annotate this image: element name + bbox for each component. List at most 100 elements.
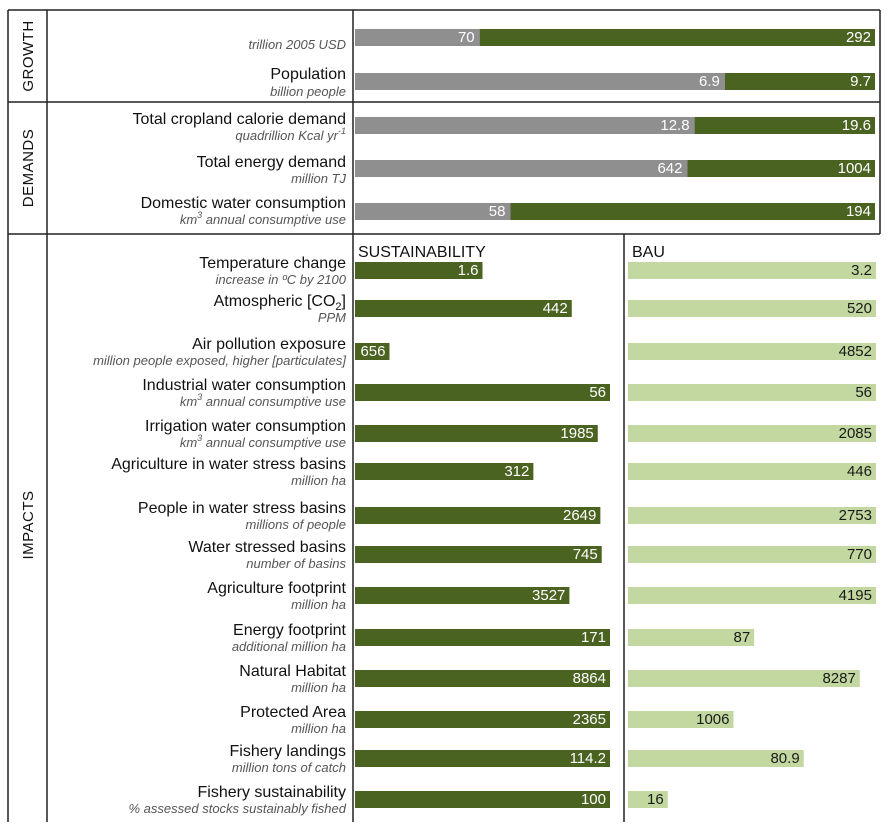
section-demands-label: DEMANDS [20, 129, 37, 208]
value-bau-impacts-8: 4195 [839, 587, 872, 604]
bar-sustainability-impacts-3 [355, 384, 610, 401]
bar-sustainability-impacts-5 [355, 463, 534, 480]
value-sustainability-impacts-7: 745 [573, 546, 598, 563]
bar-sustainability-impacts-9 [355, 629, 610, 646]
row-unit-impacts-7: number of basins [246, 556, 346, 571]
row-unit-impacts-12: million tons of catch [232, 760, 346, 775]
value-bau-impacts-6: 2753 [839, 507, 872, 524]
row-unit-impacts-6: millions of people [246, 517, 346, 532]
bar-current-growth-0 [355, 29, 480, 46]
row-label-impacts-10: Natural Habitat [239, 663, 346, 680]
row-label-growth-1: Population [270, 66, 346, 83]
value-bau-impacts-9: 87 [733, 629, 750, 646]
row-unit-impacts-2: million people exposed, higher [particul… [93, 353, 346, 368]
row-unit-impacts-11: million ha [291, 721, 346, 736]
row-label-impacts-2: Air pollution exposure [192, 336, 346, 353]
bar-current-demands-1 [355, 160, 688, 177]
row-unit-impacts-1: PPM [318, 310, 346, 325]
bar-sustainability-impacts-8 [355, 587, 570, 604]
bar-sustainability-impacts-1 [355, 300, 572, 317]
bar-current-growth-1 [355, 73, 725, 90]
bar-sustainability-impacts-11 [355, 711, 610, 728]
bar-future-demands-1 [687, 160, 875, 177]
value-current-demands-2: 58 [489, 203, 506, 220]
row-label-demands-0: Total cropland calorie demand [133, 111, 346, 128]
value-bau-impacts-4: 2085 [839, 425, 872, 442]
row-label-impacts-7: Water stressed basins [188, 539, 346, 556]
value-bau-impacts-12: 80.9 [770, 750, 799, 767]
bar-future-growth-1 [724, 73, 875, 90]
bar-current-demands-0 [355, 117, 695, 134]
value-sustainability-impacts-13: 100 [581, 791, 606, 808]
value-current-demands-1: 642 [657, 160, 682, 177]
bar-sustainability-impacts-13 [355, 791, 610, 808]
bar-bau-impacts-9 [628, 629, 755, 646]
row-unit-demands-2: km3 annual consumptive use [180, 210, 346, 227]
bar-sustainability-impacts-7 [355, 546, 602, 563]
bar-bau-impacts-3 [628, 384, 876, 401]
row-unit-demands-0: quadrillion Kcal yr-1 [235, 126, 346, 143]
bar-bau-impacts-4 [628, 425, 876, 442]
row-label-impacts-9: Energy footprint [233, 622, 347, 639]
value-future-growth-1: 9.7 [850, 73, 871, 90]
bar-sustainability-impacts-10 [355, 670, 610, 687]
value-sustainability-impacts-11: 2365 [573, 711, 606, 728]
row-unit-impacts-10: million ha [291, 680, 346, 695]
value-sustainability-impacts-6: 2649 [563, 507, 596, 524]
value-sustainability-impacts-10: 8864 [573, 670, 606, 687]
value-bau-impacts-10: 8287 [822, 670, 855, 687]
value-sustainability-impacts-8: 3527 [532, 587, 565, 604]
bar-sustainability-impacts-0 [355, 262, 483, 279]
row-label-impacts-13: Fishery sustainability [198, 784, 347, 801]
section-growth-label: GROWTH [20, 20, 37, 91]
bar-sustainability-impacts-4 [355, 425, 598, 442]
bar-bau-impacts-5 [628, 463, 876, 480]
row-unit-impacts-4: km3 annual consumptive use [180, 433, 346, 450]
row-unit-impacts-3: km3 annual consumptive use [180, 392, 346, 409]
row-label-impacts-4: Irrigation water consumption [145, 418, 346, 435]
bar-bau-impacts-11 [628, 711, 734, 728]
value-current-growth-0: 70 [458, 29, 475, 46]
bar-sustainability-impacts-6 [355, 507, 601, 524]
row-label-impacts-3: Industrial water consumption [142, 377, 346, 394]
row-unit-growth-1: billion people [270, 84, 346, 99]
value-current-growth-1: 6.9 [699, 73, 720, 90]
value-bau-impacts-0: 3.2 [851, 262, 872, 279]
bar-bau-impacts-1 [628, 300, 876, 317]
value-bau-impacts-1: 520 [847, 300, 872, 317]
chart-frame [7, 9, 881, 822]
row-unit-impacts-13: % assessed stocks sustainably fished [129, 801, 347, 816]
column-header-bau: BAU [632, 244, 665, 261]
bar-bau-impacts-7 [628, 546, 876, 563]
value-sustainability-impacts-5: 312 [504, 463, 529, 480]
bar-bau-impacts-2 [628, 343, 876, 360]
bar-bau-impacts-10 [628, 670, 860, 687]
bar-sustainability-impacts-2 [355, 343, 390, 360]
bar-bau-impacts-8 [628, 587, 876, 604]
value-bau-impacts-3: 56 [855, 384, 872, 401]
row-label-impacts-6: People in water stress basins [138, 500, 346, 517]
section-impacts-label: IMPACTS [20, 490, 37, 559]
value-future-growth-0: 292 [846, 29, 871, 46]
value-bau-impacts-5: 446 [847, 463, 872, 480]
value-sustainability-impacts-9: 171 [581, 629, 606, 646]
row-label-demands-2: Domestic water consumption [141, 195, 346, 212]
row-unit-impacts-9: additional million ha [232, 639, 346, 654]
row-label-impacts-0: Temperature change [199, 255, 346, 272]
row-label-impacts-12: Fishery landings [230, 743, 347, 760]
value-future-demands-0: 19.6 [842, 117, 871, 134]
value-bau-impacts-11: 1006 [696, 711, 729, 728]
bar-bau-impacts-0 [628, 262, 876, 279]
bar-bau-impacts-13 [628, 791, 668, 808]
value-sustainability-impacts-12: 114.2 [570, 750, 606, 767]
bar-bau-impacts-6 [628, 507, 876, 524]
row-unit-impacts-5: million ha [291, 473, 346, 488]
value-sustainability-impacts-3: 56 [589, 384, 606, 401]
value-sustainability-impacts-0: 1.6 [458, 262, 479, 279]
bar-future-growth-0 [479, 29, 875, 46]
bar-future-demands-0 [694, 117, 875, 134]
chart-rows: trillion 2005 USD 70 292 Populationbillion … [93, 29, 876, 816]
bar-bau-impacts-12 [628, 750, 804, 767]
value-bau-impacts-13: 16 [647, 791, 664, 808]
